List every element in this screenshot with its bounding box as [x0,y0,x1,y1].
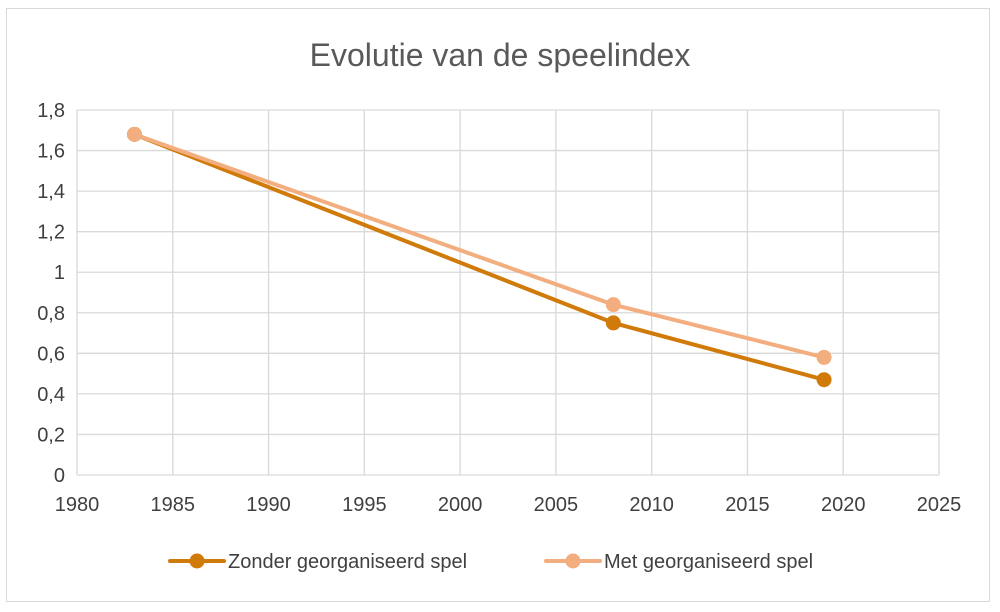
y-axis-ticks: 0 0,2 0,4 0,6 0,8 1 1,2 1,4 1,6 1,8 [37,100,65,487]
y-tick-label: 0,6 [37,343,65,365]
data-point-series-2 [126,126,142,142]
x-tick-label: 2000 [438,494,483,516]
y-tick-label: 0,4 [37,384,65,406]
legend-marker-1 [189,553,205,569]
x-tick-label: 1990 [246,494,291,516]
gridlines [76,109,940,476]
data-point-series-2 [816,349,832,365]
x-tick-label: 2015 [725,494,770,516]
data-point-series-2 [605,297,621,313]
legend-label-1: Zonder georganiseerd spel [228,551,467,573]
series-lines [132,132,827,382]
y-tick-label: 0,2 [37,424,65,446]
legend-label-2: Met georganiseerd spel [604,551,813,573]
x-tick-label: 2005 [534,494,579,516]
y-tick-label: 1,8 [37,100,65,122]
series-points [126,126,832,388]
y-tick-label: 0 [54,465,65,487]
x-axis-ticks: 1980 1985 1990 1995 2000 2005 2010 2015 2020 2025 [55,494,962,516]
y-tick-label: 0,8 [37,303,65,325]
x-tick-label: 2010 [629,494,674,516]
x-tick-label: 1995 [342,494,387,516]
y-tick-label: 1,4 [37,181,65,203]
chart-frame [6,8,990,602]
y-tick-label: 1,2 [37,222,65,244]
x-tick-label: 1980 [55,494,100,516]
x-tick-label: 2025 [917,494,962,516]
data-point-series-1 [605,315,621,331]
data-point-series-1 [816,372,832,388]
y-tick-label: 1 [54,262,65,284]
legend: Zonder georganiseerd spel Met georganisee… [168,551,813,573]
x-tick-label: 2020 [821,494,866,516]
legend-marker-2 [565,553,581,569]
x-tick-label: 1985 [151,494,196,516]
y-tick-label: 1,6 [37,141,65,163]
series-line-2 [132,132,827,360]
chart-title: Evolutie van de speelindex [310,37,691,73]
